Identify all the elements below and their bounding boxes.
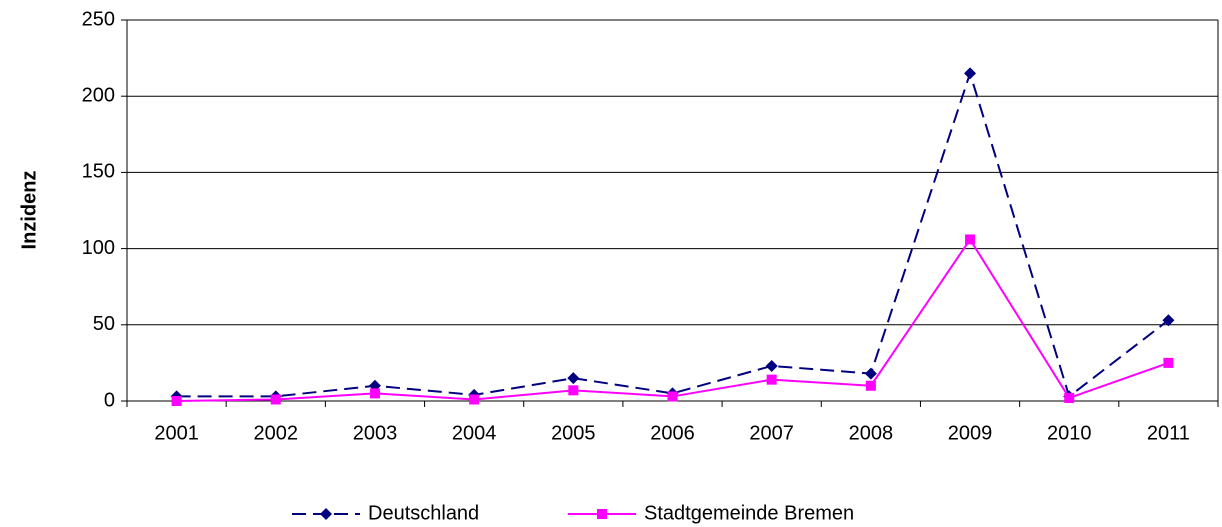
point [765, 359, 778, 372]
legend-label: Stadtgemeinde Bremen [644, 502, 854, 524]
point [369, 388, 380, 399]
line [176, 70, 1170, 399]
x-tick-label: 2006 [650, 422, 695, 444]
point [469, 394, 480, 405]
x-tick-label: 2005 [551, 422, 596, 444]
point [667, 391, 678, 402]
x-tick-label: 2001 [154, 422, 199, 444]
point [865, 380, 876, 391]
point [766, 374, 777, 385]
y-tick-label: 200 [82, 84, 115, 106]
x-tick-label: 2011 [1147, 422, 1190, 444]
y-axis-label: Inzidenz [18, 171, 40, 250]
x-tick-label: 2010 [1047, 422, 1092, 444]
x-tick-label: 2003 [353, 422, 398, 444]
y-tick-label: 100 [82, 237, 115, 259]
x-tick-label: 2009 [948, 422, 993, 444]
point [568, 385, 579, 396]
point [965, 234, 976, 245]
point [964, 67, 977, 80]
x-tick-label: 2007 [749, 422, 794, 444]
y-tick-label: 150 [82, 161, 115, 183]
point [1162, 314, 1175, 327]
point [567, 372, 580, 385]
point [171, 396, 182, 406]
point [597, 509, 607, 519]
y-tick-label: 250 [82, 8, 115, 30]
y-tick-label: 0 [104, 389, 115, 411]
point [1064, 392, 1075, 403]
point [270, 394, 281, 405]
x-tick-label: 2008 [849, 422, 894, 444]
line [176, 237, 1169, 402]
x-tick-label: 2002 [254, 422, 299, 444]
point [1163, 357, 1174, 368]
point [320, 508, 332, 520]
legend-label: Deutschland [368, 502, 479, 524]
point [864, 367, 877, 380]
y-tick-label: 50 [93, 313, 115, 335]
x-tick-label: 2004 [452, 422, 497, 444]
